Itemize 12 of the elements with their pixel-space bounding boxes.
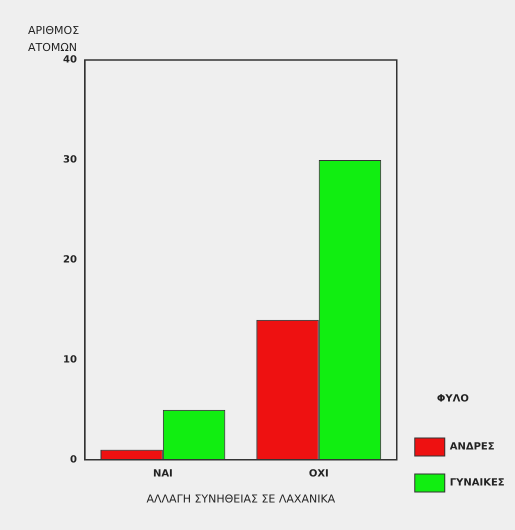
legend-title: ΦΥΛΟ: [436, 394, 469, 405]
y-tick-label: 30: [62, 154, 77, 166]
x-tick-label: ΝΑΙ: [152, 468, 173, 480]
x-axis-title: ΑΛΛΑΓΗ ΣΥΝΗΘΕΙΑΣ ΣΕ ΛΑΧΑΝΙΚΑ: [146, 492, 336, 506]
legend-label: ΓΥΝΑΙΚΕΣ: [450, 478, 505, 489]
legend-label: ΑΝΔΡΕΣ: [450, 442, 495, 453]
y-axis-title: ΑΡΙΘΜΟΣ ΑΤΟΜΩΝ: [28, 23, 80, 55]
y-tick-label: 20: [62, 254, 77, 266]
y-tick-label: 0: [70, 454, 77, 466]
y-tick-label: 10: [62, 354, 77, 366]
y-tick-label: 40: [62, 54, 77, 66]
x-tick-label: ΟΧΙ: [308, 468, 329, 480]
